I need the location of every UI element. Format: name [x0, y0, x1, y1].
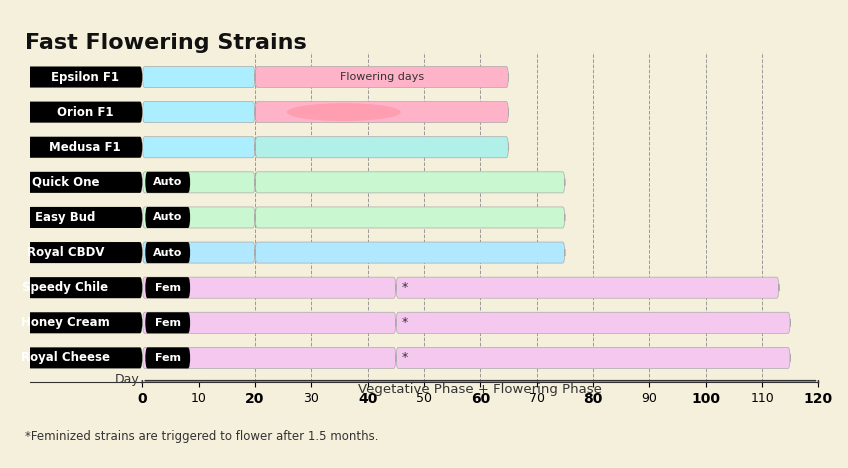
FancyBboxPatch shape [142, 66, 255, 88]
FancyBboxPatch shape [142, 137, 255, 158]
Text: Fem: Fem [154, 353, 181, 363]
FancyBboxPatch shape [142, 207, 255, 228]
Text: Royal Cheese: Royal Cheese [21, 351, 110, 365]
Text: Auto: Auto [153, 177, 182, 187]
Text: Flowering days: Flowering days [340, 72, 424, 82]
FancyBboxPatch shape [145, 207, 190, 228]
FancyBboxPatch shape [28, 207, 142, 228]
Text: Epsilon F1: Epsilon F1 [51, 71, 120, 83]
Ellipse shape [287, 138, 401, 156]
FancyBboxPatch shape [28, 242, 142, 263]
FancyBboxPatch shape [396, 312, 790, 333]
Text: Fem: Fem [154, 283, 181, 292]
FancyBboxPatch shape [145, 312, 190, 333]
FancyBboxPatch shape [255, 207, 565, 228]
FancyBboxPatch shape [396, 347, 790, 368]
Text: *: * [402, 351, 408, 365]
FancyBboxPatch shape [142, 347, 396, 368]
FancyBboxPatch shape [28, 347, 142, 368]
Text: Day: Day [114, 373, 140, 386]
FancyBboxPatch shape [145, 242, 190, 263]
FancyBboxPatch shape [255, 172, 565, 193]
FancyBboxPatch shape [28, 172, 142, 193]
FancyBboxPatch shape [396, 277, 779, 298]
FancyBboxPatch shape [142, 172, 255, 193]
Text: Orion F1: Orion F1 [57, 106, 114, 118]
FancyBboxPatch shape [255, 242, 565, 263]
Text: *: * [402, 316, 408, 329]
Text: Medusa F1: Medusa F1 [49, 141, 121, 154]
Text: Fem: Fem [154, 318, 181, 328]
Text: Quick One: Quick One [31, 176, 99, 189]
Text: *: * [402, 281, 408, 294]
Text: Honey Cream: Honey Cream [21, 316, 110, 329]
FancyBboxPatch shape [28, 102, 142, 123]
FancyBboxPatch shape [255, 102, 509, 123]
FancyBboxPatch shape [28, 312, 142, 333]
Text: Fast Flowering Strains: Fast Flowering Strains [25, 33, 307, 53]
FancyBboxPatch shape [142, 277, 396, 298]
Text: *Feminized strains are triggered to flower after 1.5 months.: *Feminized strains are triggered to flow… [25, 430, 379, 443]
Text: Auto: Auto [153, 212, 182, 222]
Text: Easy Bud: Easy Bud [36, 211, 96, 224]
Ellipse shape [287, 68, 401, 86]
FancyBboxPatch shape [255, 137, 509, 158]
Text: Auto: Auto [153, 248, 182, 257]
FancyBboxPatch shape [142, 102, 255, 123]
FancyBboxPatch shape [145, 347, 190, 368]
FancyBboxPatch shape [142, 242, 255, 263]
Text: Speedy Chile: Speedy Chile [22, 281, 109, 294]
FancyBboxPatch shape [28, 66, 142, 88]
FancyBboxPatch shape [28, 137, 142, 158]
FancyBboxPatch shape [145, 172, 190, 193]
Text: Vegetative Phase + Flowering Phase: Vegetative Phase + Flowering Phase [359, 383, 602, 396]
FancyBboxPatch shape [255, 66, 509, 88]
FancyBboxPatch shape [145, 277, 190, 298]
FancyBboxPatch shape [28, 277, 142, 298]
Ellipse shape [287, 103, 401, 121]
Text: Royal CBDV: Royal CBDV [27, 246, 104, 259]
FancyBboxPatch shape [142, 312, 396, 333]
